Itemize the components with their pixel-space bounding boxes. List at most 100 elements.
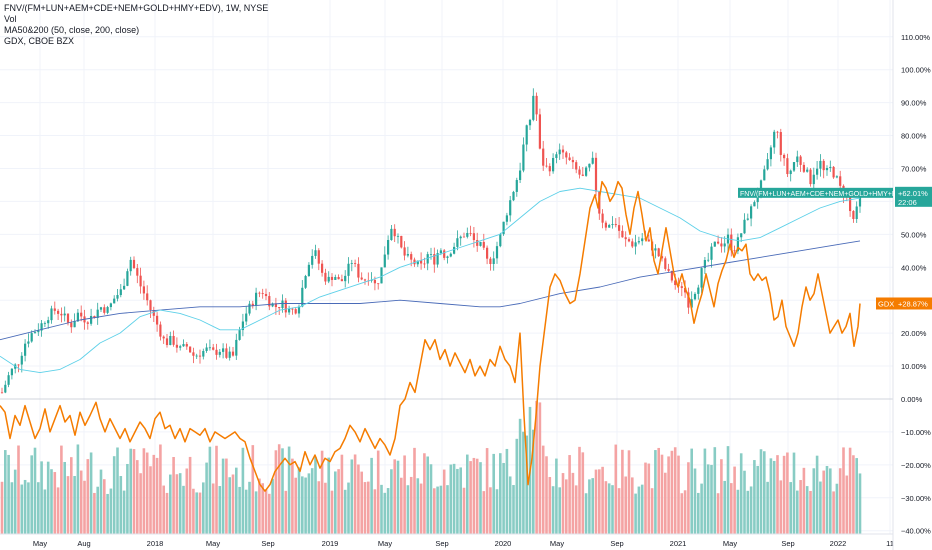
volume-bar — [0, 481, 4, 534]
volume-bar — [7, 454, 10, 534]
volume-bar — [495, 489, 499, 534]
candle-body — [509, 200, 512, 216]
volume-bar — [373, 489, 377, 534]
y-tick-label: 90.00% — [901, 99, 927, 108]
volume-bar — [489, 487, 492, 534]
volume-bar — [363, 482, 367, 534]
candle-body — [482, 241, 485, 248]
volume-bar — [99, 469, 103, 534]
candle-body — [486, 247, 489, 259]
candle-body — [670, 270, 673, 281]
candle-body — [581, 174, 584, 176]
volume-bar — [621, 449, 624, 534]
y-tick-label: 70.00% — [901, 164, 927, 173]
volume-bar — [558, 487, 561, 534]
candle-body — [70, 322, 73, 328]
volume-bar — [264, 489, 268, 534]
volume-bar — [205, 462, 208, 534]
candle-body — [106, 307, 109, 313]
legend-main-symbol[interactable]: FNV/(FM+LUN+AEM+CDE+NEM+GOLD+HMY+EDV), 1… — [4, 3, 269, 13]
volume-bar — [555, 458, 558, 534]
volume-bar — [376, 450, 380, 534]
volume-bar — [343, 489, 347, 534]
candle-body — [40, 323, 43, 331]
x-tick-label: 2022 — [830, 539, 847, 548]
volume-bar — [789, 482, 792, 534]
volume-bar — [650, 488, 654, 534]
candle-body — [495, 246, 499, 259]
volume-bar — [716, 493, 720, 534]
gdx-badge — [876, 297, 932, 310]
volume-bar — [89, 452, 93, 534]
y-tick-label: 50.00% — [901, 230, 927, 239]
y-tick-label: 80.00% — [901, 132, 927, 141]
volume-bar — [23, 479, 27, 534]
candle-body — [10, 368, 13, 376]
volume-bar — [733, 466, 736, 534]
candle-body — [766, 159, 769, 170]
volume-bar — [93, 492, 96, 534]
volume-bar — [627, 450, 631, 534]
volume-bar — [287, 446, 291, 534]
candle-body — [535, 95, 538, 115]
volume-bar — [677, 455, 680, 534]
volume-bar — [598, 469, 601, 534]
legend-compare[interactable]: GDX, CBOE BZX — [4, 36, 75, 46]
volume-bar — [40, 461, 43, 534]
volume-bar — [122, 490, 126, 534]
legend-ma[interactable]: MA50&200 (50, close, 200, close) — [4, 25, 140, 35]
volume-bar — [73, 476, 76, 534]
volume-bar — [541, 445, 545, 534]
candle-body — [700, 268, 703, 288]
volume-bar — [261, 483, 264, 534]
volume-bar — [277, 444, 281, 534]
candle-body — [637, 241, 640, 243]
volume-bar — [786, 452, 789, 534]
x-tick-label: May — [723, 539, 737, 548]
volume-bar — [353, 454, 357, 534]
compare-line — [0, 180, 861, 492]
volume-bar — [409, 476, 413, 534]
volume-bar — [640, 484, 644, 534]
candle-body — [532, 95, 535, 120]
volume-bar — [195, 492, 198, 534]
volume-bar — [132, 449, 136, 534]
candle-body — [103, 307, 106, 313]
candle-body — [492, 258, 495, 265]
volume-bar — [46, 461, 50, 534]
candle-body — [119, 289, 122, 296]
x-tick-label: May — [378, 539, 392, 548]
candle-body — [601, 213, 604, 223]
legend-volume[interactable]: Vol — [4, 14, 17, 24]
candle-body — [585, 167, 588, 176]
candle-body — [291, 308, 294, 310]
candle-body — [538, 114, 541, 149]
candle-body — [855, 206, 858, 220]
candle-body — [443, 250, 446, 258]
volume-bar — [251, 445, 255, 534]
volume-bar — [472, 457, 476, 534]
volume-bar — [215, 445, 218, 534]
candle-body — [182, 344, 185, 347]
candle-body — [76, 312, 79, 322]
volume-bar — [683, 490, 687, 534]
volume-bar — [601, 466, 604, 534]
x-tick-label: 11 — [886, 539, 894, 548]
candle-body — [165, 338, 169, 346]
candle-body — [149, 300, 152, 311]
candle-body — [116, 295, 119, 299]
volume-bar — [268, 493, 271, 534]
volume-bar — [225, 458, 228, 534]
candle-body — [0, 392, 4, 394]
volume-bar — [482, 491, 486, 534]
volume-bar — [829, 468, 832, 534]
candle-body — [806, 169, 809, 172]
candle-body — [363, 279, 367, 281]
candle-body — [297, 306, 301, 314]
candle-body — [657, 248, 660, 257]
candle-body — [439, 250, 442, 254]
volume-bar — [83, 480, 86, 534]
candle-body — [301, 287, 304, 307]
volume-bar — [96, 486, 99, 534]
